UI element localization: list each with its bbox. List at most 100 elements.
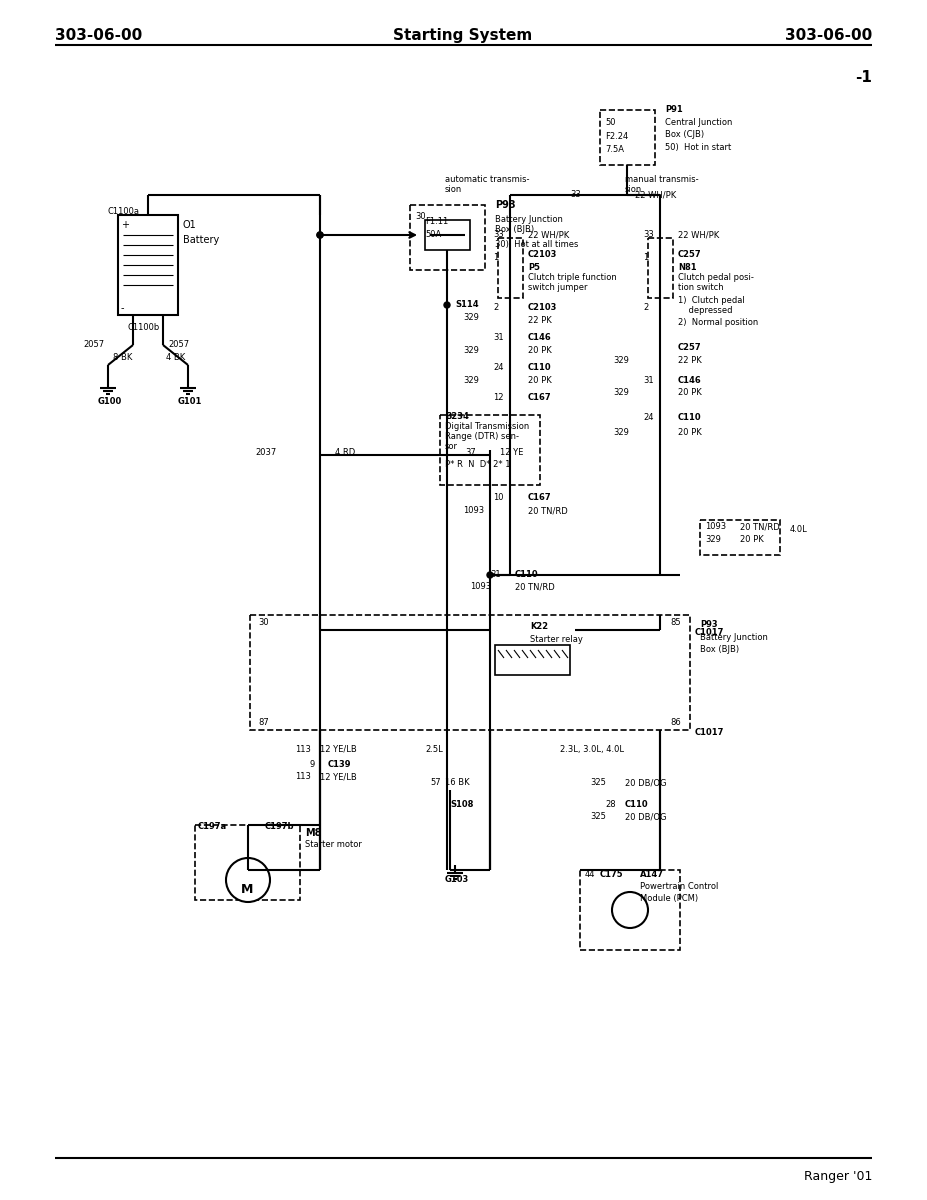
Text: Starter motor: Starter motor	[305, 840, 362, 850]
Text: 33: 33	[643, 230, 654, 239]
Text: C2103: C2103	[528, 302, 557, 312]
Text: 31: 31	[493, 332, 503, 342]
Text: N81: N81	[678, 263, 696, 272]
Text: C1100b: C1100b	[128, 323, 160, 332]
Text: C110: C110	[678, 413, 702, 422]
Text: Starting System: Starting System	[393, 28, 533, 43]
Text: 1: 1	[493, 253, 498, 262]
Text: 1: 1	[643, 253, 648, 262]
Text: Battery Junction: Battery Junction	[700, 634, 768, 642]
Text: Clutch pedal posi-: Clutch pedal posi-	[678, 272, 754, 282]
Text: 12 YE/LB: 12 YE/LB	[320, 745, 357, 754]
Bar	[600, 110, 655, 164]
Text: M8: M8	[305, 828, 322, 838]
Text: 9: 9	[310, 760, 315, 769]
Text: 50)  Hot in start: 50) Hot in start	[665, 143, 731, 152]
Text: 303-06-00: 303-06-00	[55, 28, 142, 43]
Text: C110: C110	[515, 570, 539, 578]
Bar	[195, 826, 300, 900]
Text: 44: 44	[585, 870, 595, 878]
Text: 28: 28	[605, 800, 616, 809]
Text: S114: S114	[455, 300, 478, 308]
Text: 20 PK: 20 PK	[528, 346, 552, 355]
Text: Box (BJB): Box (BJB)	[700, 646, 739, 654]
Circle shape	[317, 232, 323, 238]
Text: C257: C257	[678, 250, 702, 259]
Text: 2: 2	[643, 302, 648, 312]
Text: 2: 2	[493, 302, 498, 312]
Text: 22 WH/PK: 22 WH/PK	[678, 230, 719, 239]
Text: 1093: 1093	[705, 522, 726, 530]
Text: 325: 325	[590, 812, 606, 821]
Text: Module (PCM): Module (PCM)	[640, 894, 698, 902]
Text: P5: P5	[528, 263, 540, 272]
Text: 87: 87	[258, 718, 269, 727]
Text: 30: 30	[258, 618, 269, 626]
Text: Clutch triple function: Clutch triple function	[528, 272, 616, 282]
Text: automatic transmis-: automatic transmis-	[445, 175, 529, 184]
Text: Central Junction: Central Junction	[665, 118, 732, 127]
Text: 2057: 2057	[168, 340, 189, 349]
Text: Ranger '01: Ranger '01	[804, 1170, 872, 1183]
Text: 329: 329	[705, 535, 721, 544]
Text: 22 WH/PK: 22 WH/PK	[635, 190, 677, 199]
Text: B234: B234	[445, 412, 469, 421]
Text: 20 DB/OG: 20 DB/OG	[625, 778, 667, 787]
Text: 37: 37	[465, 448, 476, 457]
Text: 33: 33	[570, 190, 580, 199]
Text: 12 YE: 12 YE	[500, 448, 524, 457]
Text: C110: C110	[528, 362, 552, 372]
Text: 7.5A: 7.5A	[605, 145, 624, 154]
Bar	[425, 220, 470, 250]
Text: depressed: depressed	[678, 306, 732, 314]
Bar	[440, 415, 540, 485]
Text: 50: 50	[605, 118, 616, 127]
Text: 20 PK: 20 PK	[740, 535, 764, 544]
Text: 20 TN/RD: 20 TN/RD	[515, 582, 554, 590]
Bar	[495, 646, 570, 674]
Text: 20 TN/RD: 20 TN/RD	[740, 522, 780, 530]
Text: 12 YE/LB: 12 YE/LB	[320, 772, 357, 781]
Text: 22 WH/PK: 22 WH/PK	[528, 230, 569, 239]
Bar	[118, 215, 178, 314]
Text: 325: 325	[590, 778, 606, 787]
Text: G103: G103	[445, 875, 469, 884]
Text: P91: P91	[665, 104, 683, 114]
Text: 20 PK: 20 PK	[678, 428, 702, 437]
Text: 22 PK: 22 PK	[678, 356, 702, 365]
Text: C175: C175	[600, 870, 624, 878]
Text: 10: 10	[493, 493, 503, 502]
Text: 2)  Normal position: 2) Normal position	[678, 318, 758, 326]
Text: Digital Transmission: Digital Transmission	[445, 422, 529, 431]
Text: 2.5L: 2.5L	[425, 745, 443, 754]
Text: sor: sor	[445, 442, 458, 451]
Text: F1.11: F1.11	[425, 217, 449, 226]
Text: sion: sion	[445, 185, 463, 194]
Text: 22 PK: 22 PK	[528, 316, 552, 325]
Text: A147: A147	[640, 870, 664, 878]
Text: Range (DTR) sen-: Range (DTR) sen-	[445, 432, 519, 440]
Text: 33: 33	[493, 230, 503, 239]
Circle shape	[444, 302, 450, 308]
Text: C167: C167	[528, 392, 552, 402]
Text: C1017: C1017	[695, 628, 724, 637]
Text: G100: G100	[98, 397, 122, 406]
Text: 31: 31	[643, 376, 654, 385]
Text: 2037: 2037	[255, 448, 276, 457]
Text: 329: 329	[463, 313, 479, 322]
Bar	[410, 205, 485, 270]
Text: C146: C146	[678, 376, 702, 385]
Text: manual transmis-: manual transmis-	[625, 175, 699, 184]
Text: C2103: C2103	[528, 250, 557, 259]
Text: 4.0L: 4.0L	[790, 526, 807, 534]
Text: 20 PK: 20 PK	[678, 388, 702, 397]
Text: 2.3L, 3.0L, 4.0L: 2.3L, 3.0L, 4.0L	[560, 745, 624, 754]
Text: P93: P93	[495, 200, 515, 210]
Text: switch jumper: switch jumper	[528, 283, 588, 292]
Text: 329: 329	[613, 388, 629, 397]
Text: -1: -1	[855, 70, 872, 85]
Circle shape	[487, 572, 493, 578]
Text: Starter relay: Starter relay	[530, 635, 583, 644]
Text: K22: K22	[530, 622, 548, 631]
Text: C146: C146	[528, 332, 552, 342]
